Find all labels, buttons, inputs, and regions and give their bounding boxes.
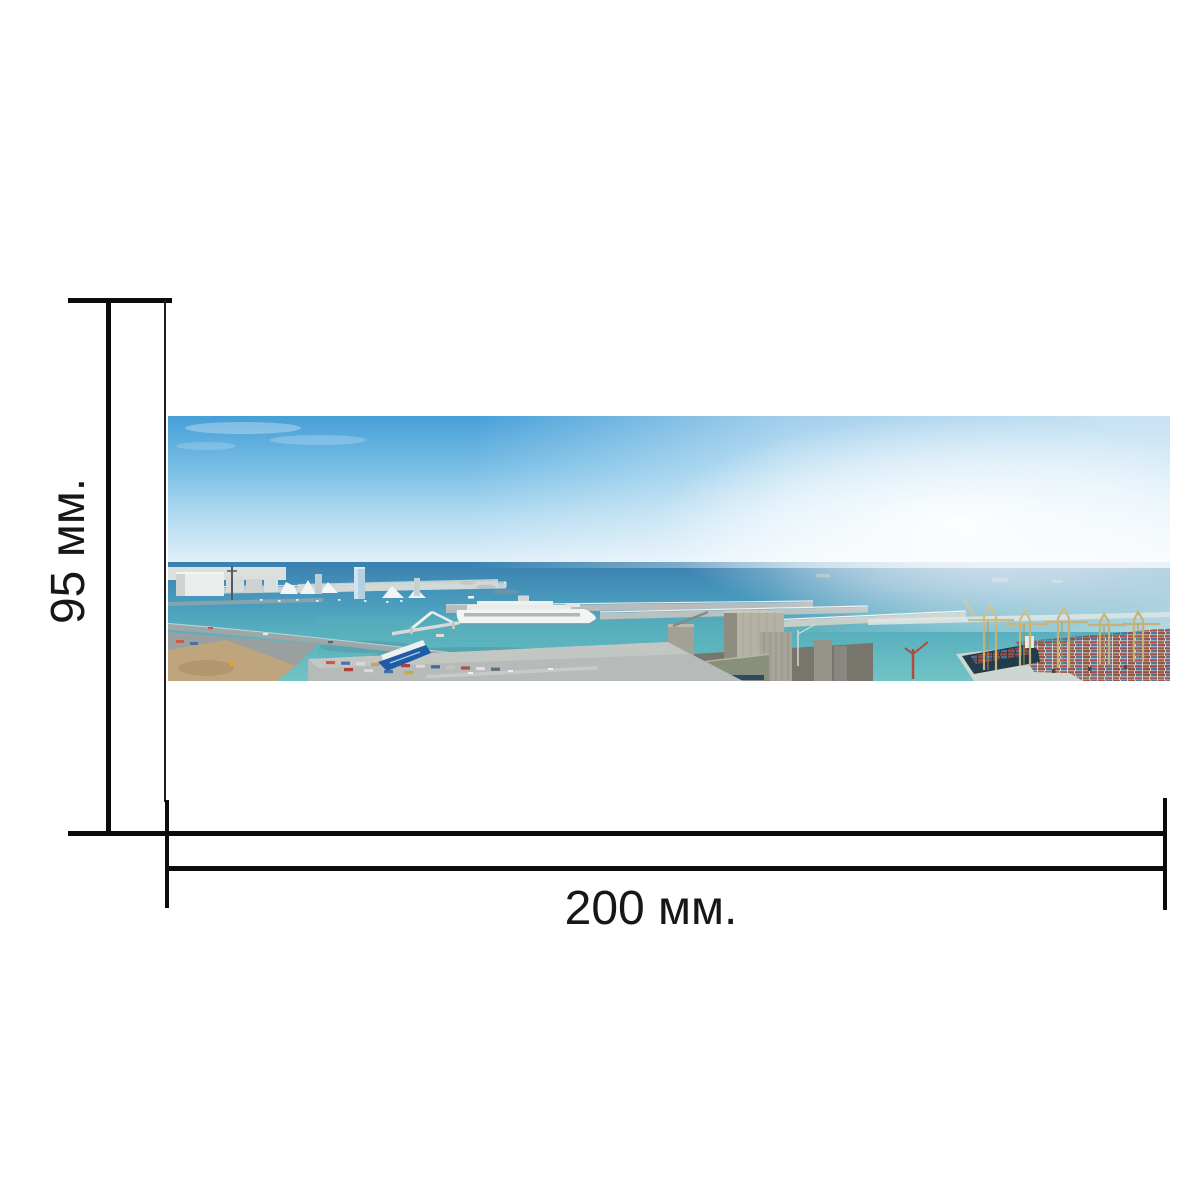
height-dimension-label: 95 мм.: [42, 477, 95, 625]
width-dimension-label: 200 мм.: [564, 882, 738, 935]
height-dimension-line: [106, 298, 111, 836]
height-dimension-top-tick: [68, 298, 172, 303]
sun-haze: [168, 416, 1170, 632]
city-marina: [168, 566, 507, 606]
height-dimension-bottom-tick: [68, 831, 1167, 836]
container-terminal: [956, 599, 1170, 681]
width-dimension-right-tick: [1163, 798, 1167, 910]
waterfront-foreground: [168, 623, 743, 681]
harbor-panorama-photo: [168, 416, 1170, 681]
width-dimension-left-tick: [165, 800, 169, 908]
panel-left-extension-line: [164, 300, 166, 802]
width-dimension-line: [165, 866, 1167, 871]
harbor-panorama-illustration: [168, 416, 1170, 681]
